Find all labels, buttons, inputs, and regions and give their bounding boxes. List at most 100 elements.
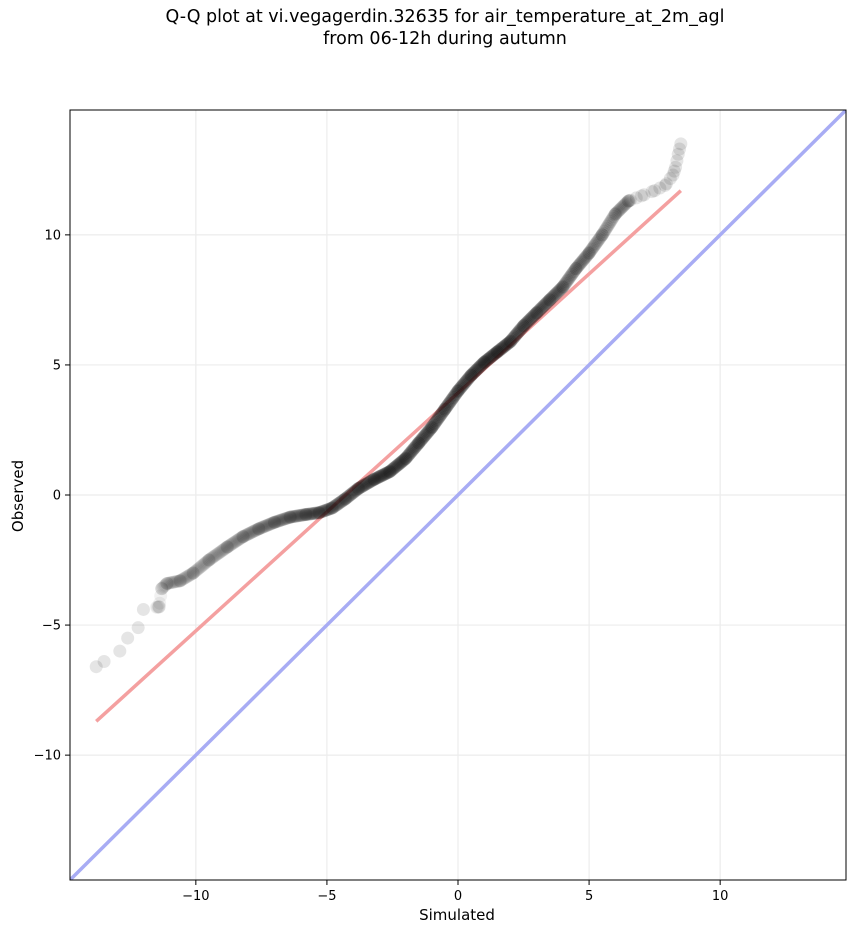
qq-point (299, 508, 313, 522)
qq-point (161, 576, 175, 590)
qq-point (121, 631, 135, 645)
qq-point (430, 414, 444, 428)
qq-point (667, 164, 681, 178)
qq-point (560, 275, 574, 289)
identity-line (70, 110, 846, 880)
qq-point (233, 531, 247, 545)
qq-point (155, 582, 169, 596)
qq-point (503, 335, 517, 349)
qq-point (545, 291, 559, 305)
qq-point (440, 399, 454, 413)
qq-point (379, 466, 393, 480)
qq-point (462, 371, 476, 385)
x-tick-label: 5 (585, 889, 593, 904)
qq-point (401, 448, 415, 462)
qq-point (331, 497, 345, 511)
qq-point (207, 549, 221, 563)
qq-point (465, 367, 479, 381)
qq-point (334, 495, 348, 509)
qq-point (338, 492, 352, 506)
qq-point (558, 276, 572, 290)
qq-point (283, 510, 297, 524)
qq-point (289, 509, 303, 523)
qq-point (246, 525, 260, 539)
qq-point (663, 172, 677, 186)
qq-point (492, 343, 506, 357)
qq-point (555, 280, 569, 294)
qq-point (530, 306, 544, 320)
qq-point (267, 515, 281, 529)
qq-point (436, 405, 450, 419)
qq-point (406, 442, 420, 456)
x-tick-label: 0 (454, 889, 462, 904)
qq-point (576, 253, 590, 267)
qq-point (234, 531, 248, 545)
y-tick-label: −5 (42, 619, 61, 634)
qq-point (351, 481, 365, 495)
qq-point (268, 515, 282, 529)
qq-point (318, 503, 332, 517)
qq-point (490, 345, 504, 359)
qq-point (390, 459, 404, 473)
qq-point (191, 562, 205, 576)
qq-point (185, 567, 199, 581)
qq-point (400, 450, 414, 464)
qq-point (603, 216, 617, 230)
qq-point (372, 470, 386, 484)
qq-point (184, 567, 198, 581)
qq-point (276, 512, 290, 526)
qq-point (254, 521, 268, 535)
qq-point (158, 579, 172, 593)
qq-point (277, 512, 291, 526)
qq-point (333, 496, 347, 510)
qq-point (252, 522, 266, 536)
qq-point (241, 527, 255, 541)
grid-lines (70, 110, 846, 880)
qq-point (159, 577, 173, 591)
qq-point (180, 570, 194, 584)
qq-point (511, 325, 525, 339)
qq-point (518, 318, 532, 332)
qq-point (211, 546, 225, 560)
qq-point (653, 181, 667, 195)
qq-point (215, 544, 229, 558)
qq-point (313, 505, 327, 519)
qq-point (410, 438, 424, 452)
qq-point (510, 326, 524, 340)
qq-point (310, 506, 324, 520)
qq-point (383, 464, 397, 478)
qq-point (570, 260, 584, 274)
qq-point (288, 509, 302, 523)
qq-point (190, 563, 204, 577)
qq-point (212, 546, 226, 560)
qq-point (346, 486, 360, 500)
qq-point (306, 507, 320, 521)
qq-point (468, 364, 482, 378)
qq-point (475, 358, 489, 372)
qq-point (556, 280, 570, 294)
qq-point (252, 522, 266, 536)
qq-point (425, 420, 439, 434)
axis-ticks: −10 −5 0 5 10 −10 −5 0 5 10 (34, 228, 729, 904)
qq-point (529, 306, 543, 320)
qq-point (573, 257, 587, 271)
qq-point (562, 272, 576, 286)
qq-point (585, 242, 599, 256)
qq-point (200, 555, 214, 569)
qq-point (259, 519, 273, 533)
qq-point (369, 472, 383, 486)
qq-point (242, 527, 256, 541)
qq-point (394, 455, 408, 469)
qq-point (500, 337, 514, 351)
qq-point (364, 474, 378, 488)
qq-point (375, 468, 389, 482)
qq-point (156, 581, 170, 595)
qq-point (567, 265, 581, 279)
qq-point (659, 177, 673, 191)
qq-point (536, 299, 550, 313)
qq-point (391, 458, 405, 472)
qq-point (563, 270, 577, 284)
qq-point (302, 507, 316, 521)
qq-point (607, 210, 621, 224)
qq-point (587, 240, 601, 254)
